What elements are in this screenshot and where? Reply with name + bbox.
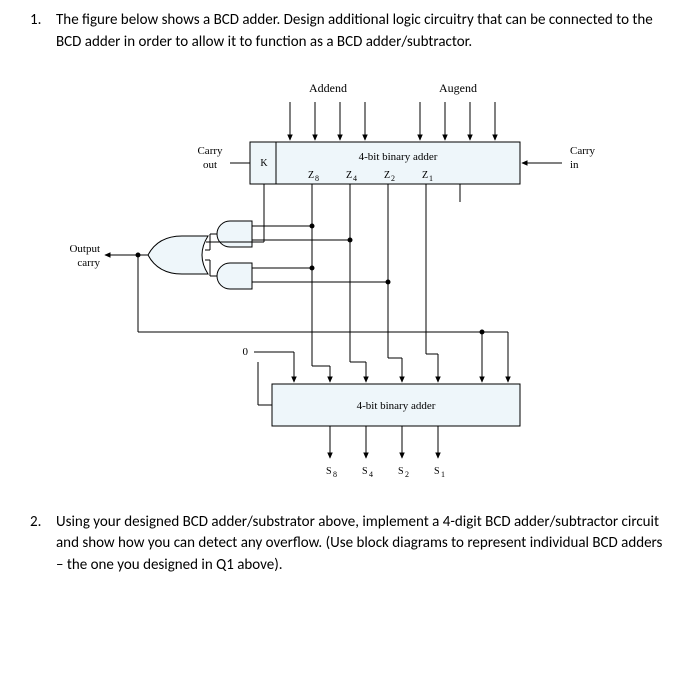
svg-text:4: 4 bbox=[369, 470, 373, 479]
or-out-wire bbox=[105, 253, 508, 382]
z1-wire bbox=[426, 184, 438, 382]
label-output-carry-2: carry bbox=[77, 257, 100, 269]
label-carry-in-2: in bbox=[570, 159, 579, 171]
svg-text:8: 8 bbox=[315, 174, 319, 183]
q1-text: The figure below shows a BCD adder. Desi… bbox=[56, 10, 670, 54]
question-1: 1. The figure below shows a BCD adder. D… bbox=[30, 10, 670, 54]
svg-text:2: 2 bbox=[405, 470, 409, 479]
svg-text:Z: Z bbox=[346, 170, 352, 181]
svg-text:2: 2 bbox=[391, 174, 395, 183]
augend-arrows bbox=[420, 102, 495, 140]
svg-text:Z: Z bbox=[422, 170, 428, 181]
label-carry-in-1: Carry bbox=[570, 145, 596, 157]
label-addend: Addend bbox=[309, 81, 347, 95]
svg-text:Z: Z bbox=[308, 170, 314, 181]
svg-text:1: 1 bbox=[429, 174, 433, 183]
label-carry-out-1: Carry bbox=[197, 145, 223, 157]
svg-text:S: S bbox=[362, 466, 368, 477]
q2-text: Using your designed BCD adder/substrator… bbox=[56, 512, 670, 577]
question-2: 2. Using your designed BCD adder/substra… bbox=[30, 512, 670, 577]
q2-number: 2. bbox=[30, 512, 56, 534]
label-top-block: 4-bit binary adder bbox=[359, 151, 438, 163]
s-labels: S8 S4 S2 S1 bbox=[326, 466, 445, 479]
label-carry-out-2: out bbox=[203, 159, 217, 171]
svg-text:S: S bbox=[326, 466, 332, 477]
and-gate-bottom bbox=[217, 263, 252, 289]
s-wires bbox=[330, 426, 438, 458]
svg-text:S: S bbox=[398, 466, 404, 477]
bcd-adder-figure: Addend Augend Carry in Carry out bbox=[30, 62, 670, 502]
label-zero: 0 bbox=[243, 346, 249, 358]
label-augend: Augend bbox=[439, 81, 477, 95]
and-gate-top bbox=[217, 221, 252, 247]
svg-text:1: 1 bbox=[441, 470, 445, 479]
page: 1. The figure below shows a BCD adder. D… bbox=[0, 0, 700, 691]
svg-text:Z: Z bbox=[384, 170, 390, 181]
figure-svg: Addend Augend Carry in Carry out bbox=[30, 62, 670, 502]
label-output-carry-1: Output bbox=[69, 243, 100, 255]
addend-arrows bbox=[290, 102, 365, 140]
svg-text:4: 4 bbox=[353, 174, 357, 183]
q1-number: 1. bbox=[30, 10, 56, 32]
label-k: K bbox=[260, 158, 268, 169]
bottom-cout-wire bbox=[258, 362, 272, 405]
or-gate bbox=[148, 236, 208, 274]
svg-text:8: 8 bbox=[333, 470, 337, 479]
svg-text:S: S bbox=[434, 466, 440, 477]
label-bottom-block: 4-bit binary adder bbox=[357, 400, 436, 412]
